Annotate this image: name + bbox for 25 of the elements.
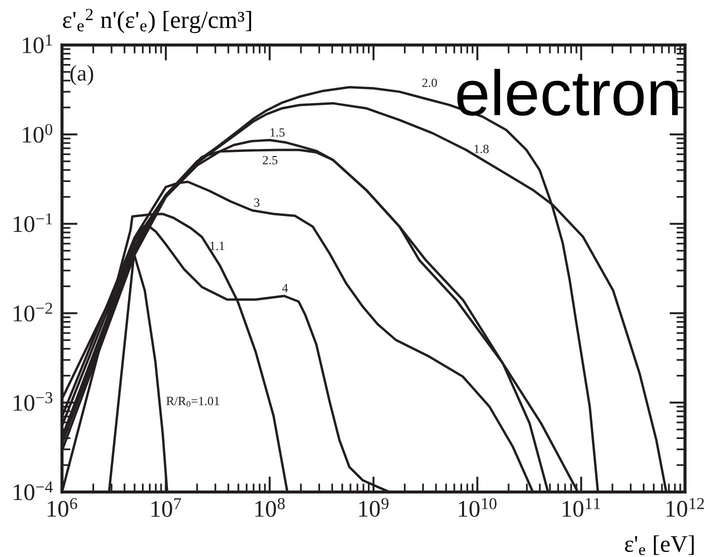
series-label: 1.1 — [210, 242, 224, 250]
x-tick-label: 10$^{12}$ — [666, 498, 704, 517]
chart-title: electron — [457, 68, 678, 116]
annotation: (a) — [70, 65, 94, 86]
x-tick-label: 10$^{9}$ — [359, 498, 388, 517]
x-tick-label: 10$^{6}$ — [48, 498, 78, 517]
series-label: 1.8 — [474, 144, 489, 154]
series-label: 4 — [282, 284, 288, 292]
x-axis-title: ε'$_{e}$ [eV] — [624, 535, 694, 556]
y-tick-label: 10$^{−4}$ — [14, 482, 53, 500]
x-tick-label: 10$^{10}$ — [458, 498, 496, 517]
series-label: 1.5 — [270, 128, 285, 137]
x-tick-label: 10$^{8}$ — [255, 498, 285, 517]
y-tick-label: 10$^{0}$ — [22, 124, 52, 143]
x-tick-label: 10$^{11}$ — [562, 498, 600, 517]
y-tick-label: 10$^{−2}$ — [14, 302, 52, 322]
series-label: 3 — [254, 198, 260, 207]
y-axis-title: ε'$_{e}$$^{2}$ n'(ε'$_{e}$) [erg/cm³] — [62, 8, 252, 34]
series-label: 2.5 — [262, 156, 278, 164]
y-tick-label: 10$^{−1}$ — [14, 213, 52, 232]
y-tick-label: 10$^{1}$ — [22, 34, 52, 54]
y-tick-label: 10$^{−3}$ — [14, 392, 52, 411]
series-label: R/R$_{0}$=1.01 — [166, 396, 220, 407]
x-tick-label: 10$^{7}$ — [152, 498, 182, 517]
series-label: 2.0 — [422, 78, 437, 88]
